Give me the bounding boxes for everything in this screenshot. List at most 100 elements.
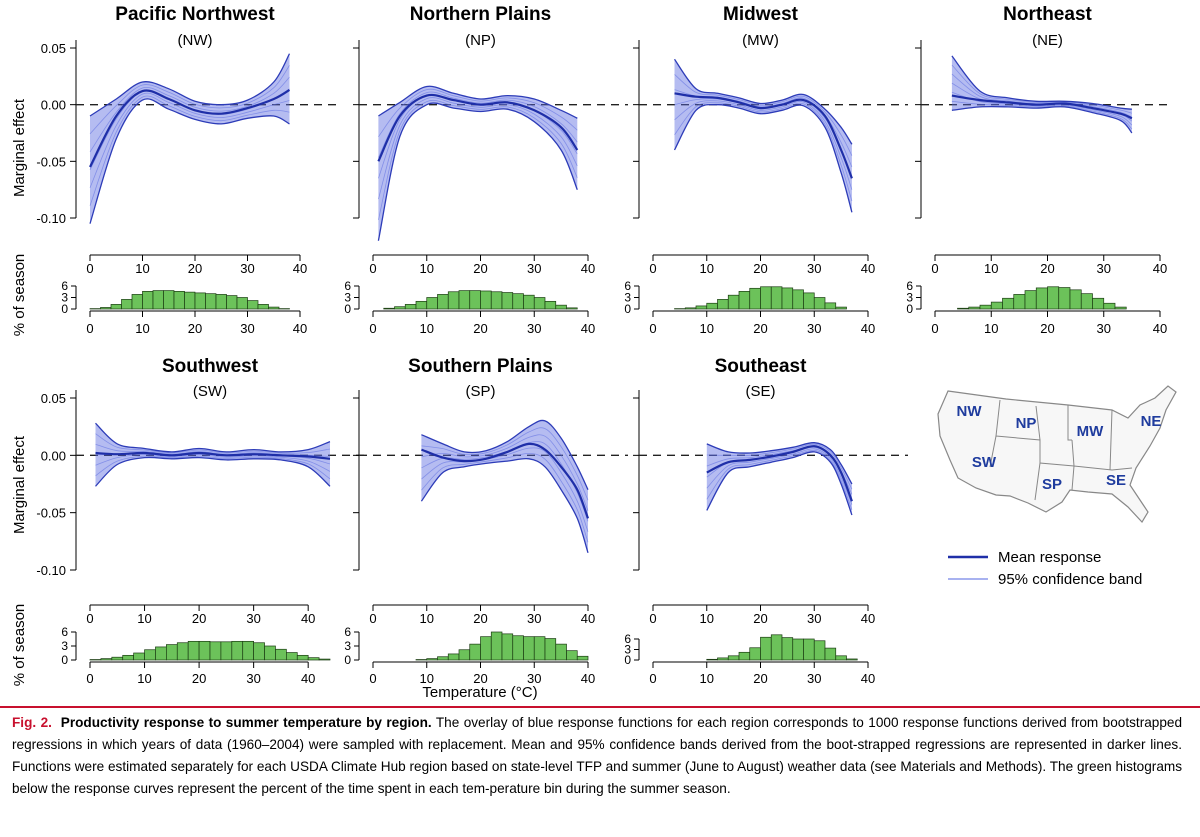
confidence-lower-line — [673, 103, 853, 213]
histogram-bar — [100, 658, 113, 661]
panel-subtitle: (NP) — [465, 32, 496, 49]
mean-response-line — [95, 451, 331, 460]
hist-y-tick-label: 6 — [61, 625, 68, 639]
histogram-bar — [555, 304, 567, 310]
histogram-bar — [415, 300, 428, 310]
histogram-bar — [194, 292, 206, 310]
confidence-upper-line — [89, 53, 291, 117]
histogram-bar — [1103, 302, 1116, 310]
map-label-nw: NW — [957, 403, 983, 420]
histogram-bar — [144, 649, 156, 661]
histogram-bar — [706, 302, 718, 310]
histogram-bar — [490, 631, 503, 661]
hist-y-tick-label: 3 — [624, 643, 631, 657]
mean-response-line — [951, 94, 1133, 120]
hist-x-tick-label: 40 — [301, 671, 315, 686]
histogram-bar — [512, 293, 524, 310]
histogram-bar — [738, 291, 751, 310]
histogram-bar — [166, 644, 178, 661]
histogram-bar — [275, 648, 287, 661]
histogram-bar — [990, 301, 1003, 310]
bootstrap-curve — [89, 92, 290, 188]
hist-x-tick-label: 0 — [86, 321, 93, 336]
bootstrap-band — [674, 59, 852, 213]
map-label-np: NP — [1016, 415, 1037, 432]
hist-y-tick-label: 6 — [624, 279, 631, 293]
histogram-bar — [533, 636, 546, 661]
hist-x-tick-label: 0 — [649, 321, 656, 336]
hist-x-tick-label: 0 — [369, 321, 376, 336]
bootstrap-band — [421, 420, 588, 553]
histogram-bar — [152, 290, 164, 310]
map-label-se: SE — [1106, 472, 1126, 489]
bootstrap-curve — [674, 102, 853, 202]
panel-title: Southeast — [715, 356, 808, 377]
panel-subtitle: (NW) — [178, 32, 213, 49]
hist-x-tick-label: 40 — [861, 671, 875, 686]
histogram-bar — [155, 646, 167, 661]
hist-x-tick-label: 20 — [473, 321, 487, 336]
bootstrap-curve — [951, 91, 1133, 126]
histogram-bar — [501, 633, 514, 661]
confidence-upper-line — [706, 442, 853, 485]
confidence-lower-line — [951, 105, 1133, 134]
y-tick-label: 0.00 — [41, 448, 66, 463]
x-tick-label: 30 — [240, 261, 254, 276]
bootstrap-band — [90, 53, 290, 224]
us-map-region-borders — [989, 399, 1133, 501]
histogram-bar — [220, 641, 233, 661]
mean-response-line — [706, 445, 853, 502]
x-tick-label: 10 — [137, 611, 151, 626]
histogram-bar — [480, 290, 492, 310]
histogram-bar — [706, 658, 718, 661]
histogram-bar — [566, 650, 578, 661]
x-tick-label: 20 — [753, 261, 767, 276]
histogram-bar — [1002, 297, 1015, 310]
caption-body: The overlay of blue response functions f… — [12, 715, 1183, 796]
histogram-bar — [1092, 297, 1105, 310]
histogram-bar — [501, 292, 514, 310]
histogram-bar — [717, 657, 729, 661]
histogram-bar — [1069, 289, 1082, 310]
hist-y-tick-label: 0 — [624, 302, 631, 316]
histogram-bar — [404, 304, 417, 310]
panel-title: Midwest — [723, 4, 799, 25]
hist-y-tick-label: 6 — [624, 632, 631, 646]
confidence-upper-line — [673, 58, 853, 145]
hist-x-tick-label: 30 — [527, 671, 541, 686]
histogram-bar — [824, 302, 837, 310]
hist-y-tick-label: 3 — [61, 639, 68, 653]
legend: Mean response 95% confidence band — [948, 549, 1142, 588]
hist-y-tick-label: 6 — [344, 625, 351, 639]
mean-response-line — [421, 442, 590, 519]
bootstrap-band — [951, 55, 1132, 133]
hist-y-tick-label: 3 — [344, 291, 351, 305]
hist-x-tick-label: 40 — [1153, 321, 1167, 336]
bootstrap-curve — [421, 434, 589, 511]
x-tick-label: 40 — [293, 261, 307, 276]
histogram-bar — [1114, 306, 1127, 310]
histogram-bar — [738, 651, 751, 661]
x-tick-label: 40 — [861, 261, 875, 276]
histogram-bar — [111, 656, 124, 661]
y-tick-label: -0.05 — [36, 154, 66, 169]
hist-x-tick-label: 10 — [700, 671, 714, 686]
x-tick-label: 0 — [369, 261, 376, 276]
hist-x-tick-label: 40 — [581, 321, 595, 336]
bootstrap-curve — [951, 64, 1133, 114]
y-tick-label: 0.00 — [41, 98, 66, 113]
bootstrap-curve — [706, 443, 853, 490]
panel-subtitle: (SW) — [193, 383, 227, 400]
hist-x-tick-label: 10 — [420, 671, 434, 686]
histogram-bar — [383, 307, 395, 310]
bootstrap-curve — [95, 455, 331, 480]
hist-x-tick-label: 10 — [135, 321, 149, 336]
map-label-sp: SP — [1042, 476, 1062, 493]
x-axis-label: Temperature (°C) — [422, 684, 537, 701]
hist-x-tick-label: 30 — [240, 321, 254, 336]
histogram-bar — [968, 306, 981, 310]
panel-subtitle: (SE) — [746, 383, 776, 400]
map-label-ne: NE — [1141, 413, 1162, 430]
bootstrap-curve — [378, 97, 578, 200]
